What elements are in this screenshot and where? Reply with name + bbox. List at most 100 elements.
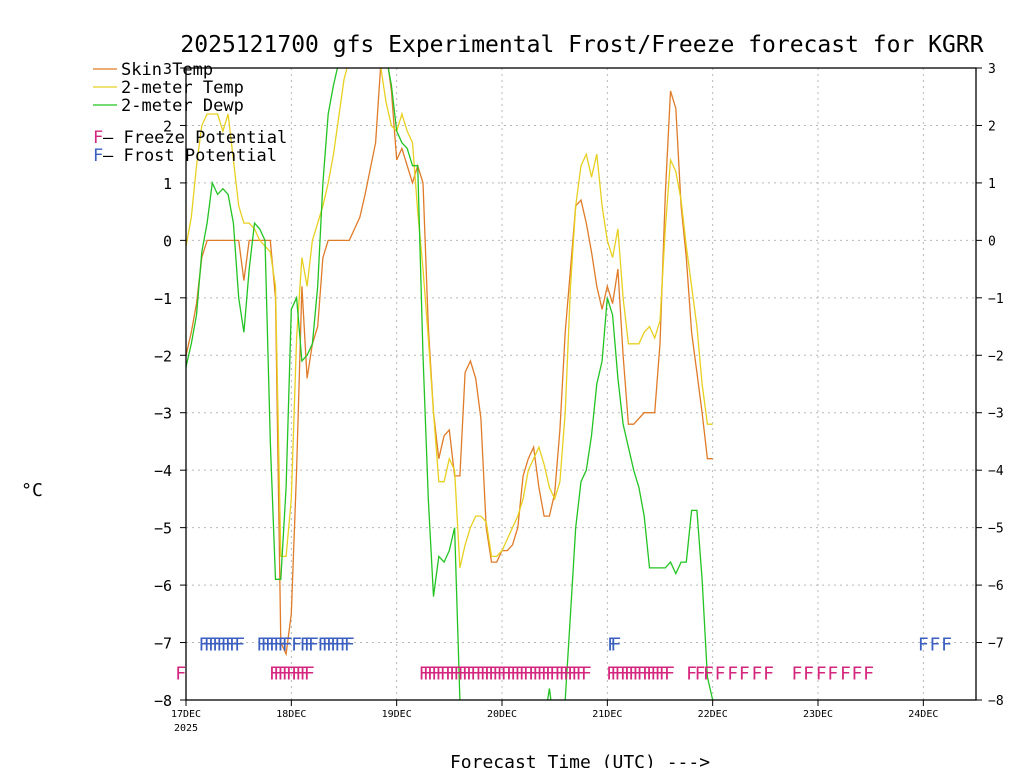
y-axis-right: 3 2 1 0 −1 −2 −3 −4 −5 −6 −7 −8 (976, 62, 1004, 709)
freeze-marker: F (650, 663, 661, 684)
frost-marker: F (326, 635, 337, 656)
freeze-marker: F (559, 663, 570, 684)
y-axis-left: 3 2 1 0 −1 −2 −3 −4 −5 −6 −7 −8 (154, 60, 186, 710)
freeze-marker: F (816, 663, 827, 684)
frost-marker: F (308, 635, 319, 656)
y-tick-label-right: −8 (988, 694, 1004, 709)
x-axis-label: Forecast Time (UTC) ---> (450, 752, 710, 768)
freeze-marker: F (792, 663, 803, 684)
frost-marker: F (221, 635, 232, 656)
freeze-marker: F (532, 663, 543, 684)
2-meter-temp-line (186, 68, 713, 569)
freeze-marker: F (506, 663, 517, 684)
freeze-marker: F (492, 663, 503, 684)
freeze-marker: F (427, 663, 438, 684)
frost-marker: F (340, 635, 351, 656)
freeze-marker: F (488, 663, 499, 684)
x-tick-label: 18DEC (276, 709, 306, 720)
freeze-marker: F (695, 663, 706, 684)
freeze-marker: F (727, 663, 738, 684)
freeze-marker: F (563, 663, 574, 684)
y-tick-label-right: −4 (988, 464, 1004, 479)
y-tick-label: −1 (154, 290, 172, 308)
y-tick-label: 1 (163, 175, 172, 193)
freeze-marker: F (269, 663, 280, 684)
y-tick-label-right: −7 (988, 637, 1004, 652)
2-meter-dewp-line (186, 68, 714, 700)
frost-marker: F (344, 635, 355, 656)
freeze-marker: F (462, 663, 473, 684)
frost-marker: F (607, 635, 618, 656)
freeze-marker: F (445, 663, 456, 684)
frost-marker: F (300, 635, 311, 656)
frost-marker: F (208, 635, 219, 656)
freeze-marker: F (827, 663, 838, 684)
freeze-marker: F (295, 663, 306, 684)
freeze-marker: F (480, 663, 491, 684)
frost-marker: F (212, 635, 223, 656)
frost-marker: F (198, 635, 209, 656)
frost-marker: F (941, 635, 952, 656)
freeze-marker: F (497, 663, 508, 684)
freeze-marker: F (440, 663, 451, 684)
freeze-marker: F (175, 663, 186, 684)
freeze-marker: F (763, 663, 774, 684)
freeze-marker: F (642, 663, 653, 684)
y-tick-label: 2 (163, 117, 172, 135)
y-tick-label-right: −1 (988, 292, 1004, 307)
frost-marker: F (610, 635, 621, 656)
freeze-marker: F (277, 663, 288, 684)
x-tick-sublabel: 2025 (174, 723, 198, 734)
freeze-marker: F (549, 663, 560, 684)
freeze-marker: F (541, 663, 552, 684)
frost-marker: F (318, 635, 329, 656)
y-tick-label: −4 (154, 462, 172, 480)
freeze-marker: F (537, 663, 548, 684)
freeze-marker: F (739, 663, 750, 684)
frost-marker: F (216, 635, 227, 656)
freeze-marker: F (282, 663, 293, 684)
freeze-marker: F (273, 663, 284, 684)
freeze-marker: F (555, 663, 566, 684)
y-tick-label-right: 1 (988, 177, 996, 192)
freeze-marker: F (646, 663, 657, 684)
chart-title: 2025121700 gfs Experimental Frost/Freeze… (180, 32, 983, 58)
freeze-marker: F (291, 663, 302, 684)
freeze-marker: F (519, 663, 530, 684)
freeze-marker: F (567, 663, 578, 684)
freeze-marker: F (423, 663, 434, 684)
frost-marker: F (277, 635, 288, 656)
y-tick-label: 0 (163, 232, 172, 250)
frost-marker: F (918, 635, 929, 656)
y-tick-label-right: −5 (988, 522, 1004, 537)
freeze-marker: F (615, 663, 626, 684)
plot-frame (185, 67, 977, 701)
freeze-marker: F (501, 663, 512, 684)
freeze-marker: F (803, 663, 814, 684)
freeze-marker: F (435, 663, 446, 684)
y-axis-label: °C (21, 480, 43, 501)
freeze-marker: F (304, 663, 315, 684)
freeze-marker: F (453, 663, 464, 684)
x-axis: 17DEC 2025 18DEC 19DEC 20DEC 21DEC 22DEC 23DEC 2… (171, 700, 938, 734)
x-tick-label: 23DEC (803, 709, 833, 720)
frost-marker: F (204, 635, 215, 656)
legend-marker-label: – Freeze Potential (103, 128, 287, 148)
freeze-marker: F (431, 663, 442, 684)
freeze-marker: F (840, 663, 851, 684)
series-lines (186, 68, 714, 700)
y-tick-label: −5 (154, 520, 172, 538)
frost-marker: F (322, 635, 333, 656)
y-tick-label: −2 (154, 347, 172, 365)
freeze-marker: F (852, 663, 863, 684)
freeze-marker: F (466, 663, 477, 684)
freeze-marker: F (664, 663, 675, 684)
freeze-marker: F (528, 663, 539, 684)
freeze-marker: F (419, 663, 430, 684)
legend-marker-symbol: F (93, 128, 103, 148)
freeze-marker: F (659, 663, 670, 684)
x-tick-label: 20DEC (487, 709, 517, 720)
freeze-marker: F (624, 663, 635, 684)
